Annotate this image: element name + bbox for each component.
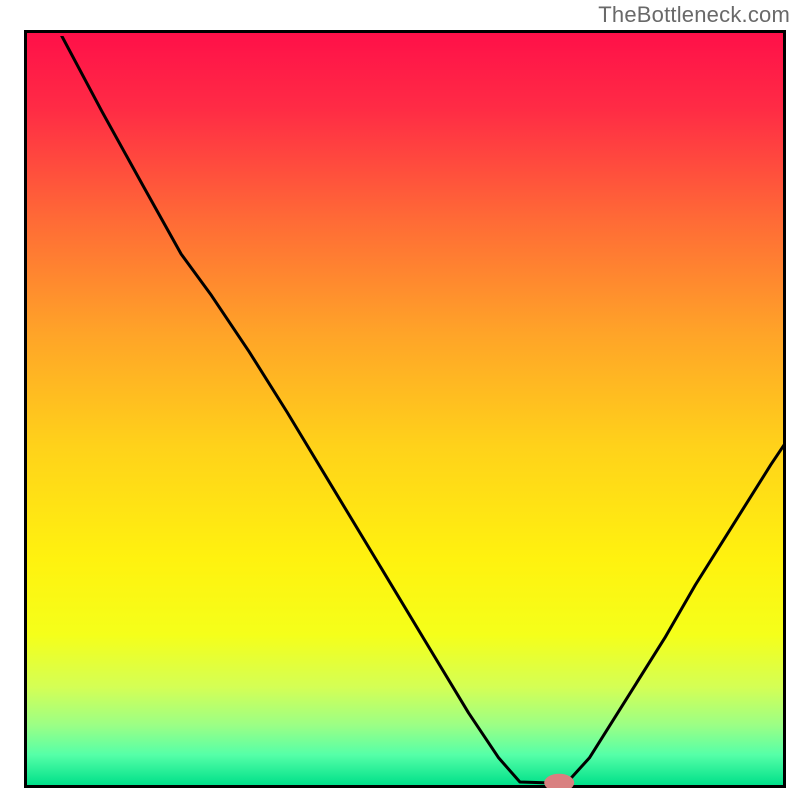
chart-container: TheBottleneck.com [0,0,800,800]
curve-svg [30,36,786,788]
optimal-marker [544,774,574,788]
watermark-text: TheBottleneck.com [598,2,790,28]
bottleneck-curve [62,36,786,783]
plot-area [24,30,786,788]
